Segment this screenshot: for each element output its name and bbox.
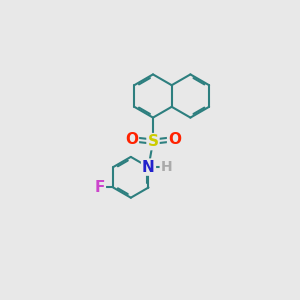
Text: N: N xyxy=(142,160,155,175)
Text: O: O xyxy=(125,132,138,147)
Text: H: H xyxy=(161,160,172,174)
Text: S: S xyxy=(148,134,158,149)
Text: F: F xyxy=(94,180,105,195)
Text: O: O xyxy=(168,132,181,147)
